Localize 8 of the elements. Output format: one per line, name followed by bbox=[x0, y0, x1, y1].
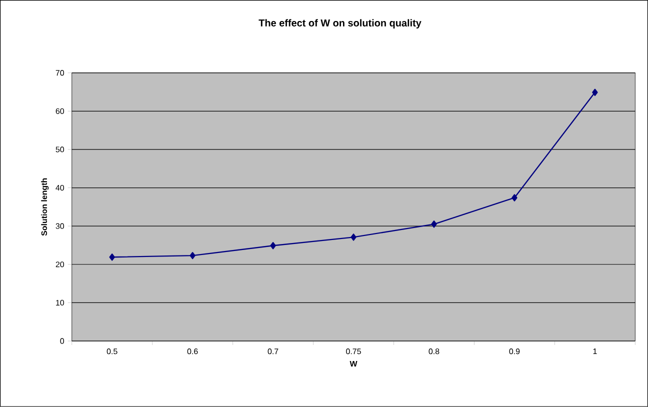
point bbox=[592, 88, 598, 96]
point bbox=[109, 254, 115, 261]
chart-title: The effect of W on solution quality bbox=[258, 19, 422, 29]
point bbox=[350, 234, 356, 241]
point bbox=[431, 220, 437, 228]
point bbox=[512, 194, 518, 202]
point bbox=[270, 242, 276, 250]
point bbox=[190, 252, 196, 260]
